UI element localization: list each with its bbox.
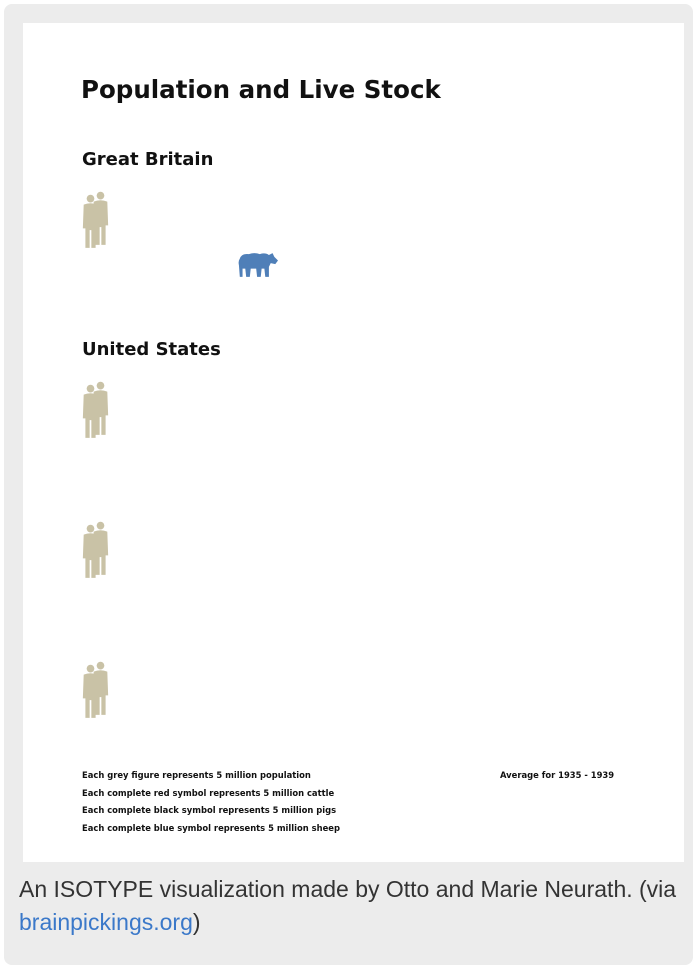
isotype-chart: Population and Live Stock Great Britain … <box>23 23 684 862</box>
sheep-symbol <box>238 443 265 467</box>
pictogram-marks <box>82 150 316 747</box>
pigs-symbol <box>239 540 265 565</box>
legend-line-cattle: Each complete red symbol represents 5 mi… <box>82 788 334 798</box>
sheep-symbol <box>238 253 278 277</box>
caption-end: ) <box>192 909 201 935</box>
legend-line-sheep: Each complete blue symbol represents 5 m… <box>82 823 340 833</box>
pigs-symbol <box>239 400 265 425</box>
figure-frame: Population and Live Stock Great Britain … <box>4 4 693 965</box>
chart-svg: Population and Live Stock Great Britain … <box>81 75 614 833</box>
period-note: Average for 1935 - 1939 <box>500 770 614 780</box>
legend-line-population: Each grey figure represents 5 million po… <box>82 770 311 780</box>
pigs-symbol <box>239 680 265 705</box>
cattle-symbol <box>238 150 266 202</box>
group-label-great-britain: Great Britain <box>82 149 213 170</box>
legend-line-pigs: Each complete black symbol represents 5 … <box>82 805 336 815</box>
pigs-symbol <box>239 210 247 235</box>
sheep-symbol <box>238 723 265 747</box>
cattle-symbol <box>238 620 316 672</box>
caption-text: An ISOTYPE visualization made by Otto an… <box>19 876 677 902</box>
chart-title: Population and Live Stock <box>81 75 441 104</box>
group-label-united-states: United States <box>82 339 221 360</box>
cattle-symbol <box>238 480 316 532</box>
source-link[interactable]: brainpickings.org <box>19 909 193 935</box>
figure-caption: An ISOTYPE visualization made by Otto an… <box>19 873 680 939</box>
sheep-symbol <box>238 583 265 607</box>
cattle-symbol <box>238 340 316 392</box>
